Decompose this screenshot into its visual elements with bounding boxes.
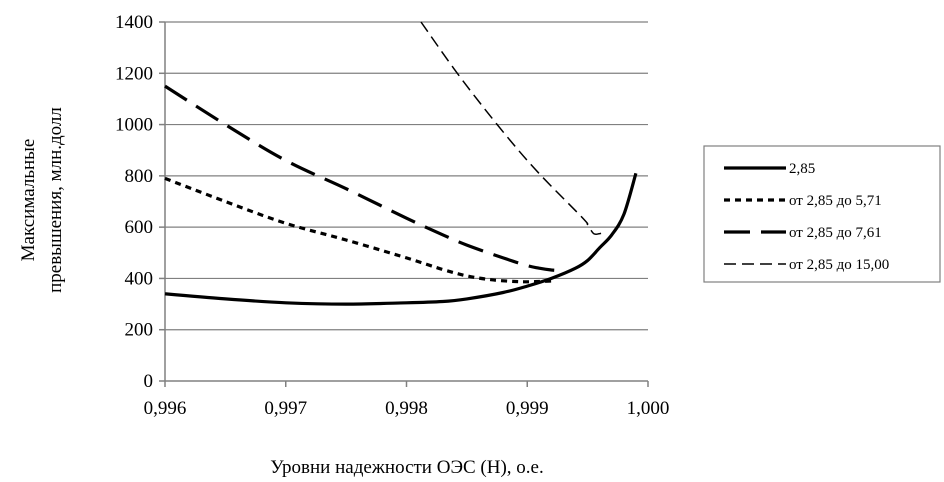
y-axis-title-line-0: Максимальные <box>18 139 39 262</box>
legend-label-1: от 2,85 до 5,71 <box>789 193 882 209</box>
legend: 2,85 от 2,85 до 5,71 от 2,85 до 7,61 от 2,8… <box>703 145 941 283</box>
series-lines <box>164 21 638 306</box>
axis-titles: Уровни надежности ОЭС (Н), о.е. Максималь… <box>18 107 544 478</box>
series-line-2 <box>164 84 564 273</box>
y-tick-label-1: 200 <box>125 320 154 341</box>
x-tick-label-4: 1,000 <box>627 398 670 419</box>
x-axis-title: Уровни надежности ОЭС (Н), о.е. <box>270 457 543 478</box>
y-tick-label-2: 400 <box>125 268 154 289</box>
legend-label-3: от 2,85 до 15,00 <box>789 257 889 273</box>
y-tick-label-0: 0 <box>144 371 154 392</box>
series-line-1 <box>164 176 552 284</box>
legend-label-0: 2,85 <box>789 161 815 177</box>
x-tick-label-2: 0,998 <box>385 398 428 419</box>
x-tick-label-1: 0,997 <box>264 398 307 419</box>
y-tick-label-4: 800 <box>125 166 154 187</box>
grid-lines <box>165 21 648 331</box>
axes <box>159 21 649 387</box>
legend-label-2: от 2,85 до 7,61 <box>789 225 882 241</box>
y-tick-label-7: 1400 <box>115 12 153 33</box>
x-tick-label-0: 0,996 <box>144 398 187 419</box>
y-tick-label-6: 1200 <box>115 63 153 84</box>
series-line-3 <box>420 21 606 236</box>
y-tick-label-5: 1000 <box>115 115 153 136</box>
y-axis-title: Максимальные превышения, млн.долл <box>18 107 66 293</box>
y-tick-label-3: 600 <box>125 217 154 238</box>
tick-labels: 0 200 400 600 800 1000 1200 1400 0,996 0,997 0,998… <box>115 12 669 419</box>
series-line-0 <box>164 172 638 306</box>
x-tick-label-3: 0,999 <box>506 398 549 419</box>
y-axis-title-line-1: превышения, млн.долл <box>45 107 66 293</box>
